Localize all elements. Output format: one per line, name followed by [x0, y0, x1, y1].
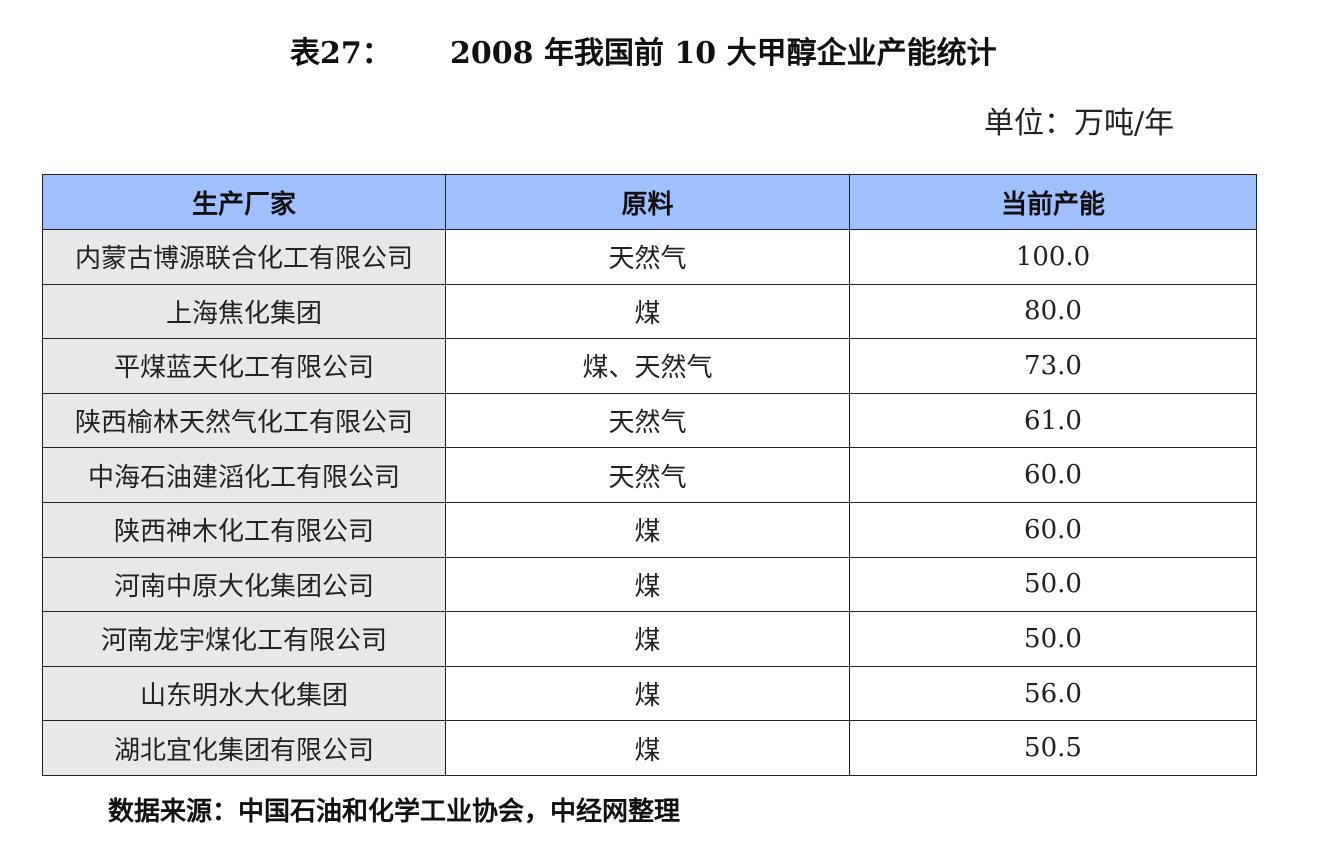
material-cell: 煤	[445, 720, 850, 776]
unit-label: 单位：万吨/年	[984, 106, 1175, 141]
table-row: 湖北宜化集团有限公司 煤 50.5	[42, 720, 1257, 776]
capacity-cell: 100.0	[849, 229, 1257, 285]
material-cell: 煤	[445, 501, 850, 558]
data-source-note: 数据来源：中国石油和化学工业协会，中经网整理	[108, 797, 681, 827]
material-cell: 煤	[445, 611, 850, 667]
capacity-cell: 73.0	[849, 338, 1257, 394]
company-cell: 内蒙古博源联合化工有限公司	[42, 229, 446, 285]
capacity-cell: 61.0	[849, 392, 1257, 449]
header-capacity: 当前产能	[849, 174, 1257, 230]
capacity-cell: 60.0	[849, 501, 1257, 558]
header-company: 生产厂家	[42, 174, 446, 230]
table-row: 山东明水大化集团 煤 56.0	[42, 665, 1257, 722]
table-title-text: 2008 年我国前 10 大甲醇企业产能统计	[450, 36, 997, 71]
company-cell: 上海焦化集团	[42, 283, 446, 340]
company-cell: 中海石油建滔化工有限公司	[42, 447, 446, 503]
capacity-cell: 56.0	[849, 665, 1257, 722]
material-cell: 天然气	[445, 392, 850, 449]
material-cell: 煤	[445, 665, 850, 722]
company-cell: 河南中原大化集团公司	[42, 556, 446, 613]
capacity-cell: 50.0	[849, 611, 1257, 667]
capacity-cell: 50.5	[849, 720, 1257, 776]
material-cell: 煤、天然气	[445, 338, 850, 394]
table-row: 上海焦化集团 煤 80.0	[42, 283, 1257, 340]
table-row: 河南龙宇煤化工有限公司 煤 50.0	[42, 611, 1257, 667]
table-row: 陕西榆林天然气化工有限公司 天然气 61.0	[42, 392, 1257, 449]
material-cell: 煤	[445, 556, 850, 613]
capacity-table: 生产厂家 原料 当前产能 内蒙古博源联合化工有限公司 天然气 100.0 上海焦…	[42, 174, 1257, 776]
table-row: 平煤蓝天化工有限公司 煤、天然气 73.0	[42, 338, 1257, 394]
table-row: 中海石油建滔化工有限公司 天然气 60.0	[42, 447, 1257, 503]
table-number-label: 表27：	[290, 36, 392, 71]
capacity-cell: 80.0	[849, 283, 1257, 340]
table-title: 表27： 2008 年我国前 10 大甲醇企业产能统计	[0, 30, 1335, 78]
capacity-cell: 50.0	[849, 556, 1257, 613]
capacity-cell: 60.0	[849, 447, 1257, 503]
company-cell: 山东明水大化集团	[42, 665, 446, 722]
company-cell: 陕西榆林天然气化工有限公司	[42, 392, 446, 449]
company-cell: 湖北宜化集团有限公司	[42, 720, 446, 776]
header-material: 原料	[445, 174, 850, 230]
table-row: 内蒙古博源联合化工有限公司 天然气 100.0	[42, 229, 1257, 285]
table-row: 河南中原大化集团公司 煤 50.0	[42, 556, 1257, 613]
material-cell: 天然气	[445, 229, 850, 285]
company-cell: 河南龙宇煤化工有限公司	[42, 611, 446, 667]
company-cell: 陕西神木化工有限公司	[42, 501, 446, 558]
table-row: 陕西神木化工有限公司 煤 60.0	[42, 501, 1257, 558]
material-cell: 天然气	[445, 447, 850, 503]
material-cell: 煤	[445, 283, 850, 340]
company-cell: 平煤蓝天化工有限公司	[42, 338, 446, 394]
table-header-row: 生产厂家 原料 当前产能	[42, 174, 1257, 230]
